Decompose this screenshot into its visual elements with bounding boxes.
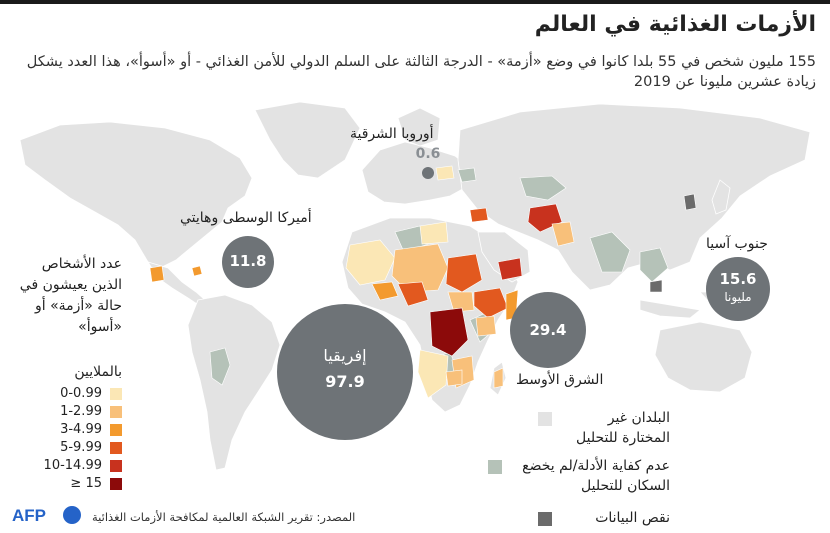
legend-bin-2: 1-2.99 [12, 404, 122, 420]
legend-insufficient: عدم كفاية الأدلة/لم يخضع السكان للتحليل [488, 456, 670, 496]
ethiopia [473, 287, 509, 319]
indonesia-land [639, 299, 701, 319]
angola-zambia [417, 349, 449, 399]
north-korea-area [683, 193, 697, 211]
top-rule [0, 0, 830, 4]
value-eastern-europe: 0.6 [415, 146, 441, 162]
yemen [497, 257, 523, 281]
south-america-land [187, 294, 281, 471]
legend-swatch [110, 424, 122, 436]
label-africa: إفريقيا [323, 346, 367, 365]
legend-swatch [110, 388, 122, 400]
bubble-africa [277, 304, 413, 440]
value-middle-east: 29.4 [529, 321, 567, 339]
sudan [445, 253, 483, 293]
map-subtitle: 155 مليون شخص في 55 بلدا كانوا في وضع «أ… [26, 54, 816, 90]
legend-title: عدد الأشخاص الذين يعيشون في حالة «أزمة» … [19, 256, 122, 335]
legend-bin-label: 3-4.99 [60, 422, 102, 437]
guatemala-honduras [149, 265, 165, 283]
legend-not-selected-swatch [538, 412, 552, 426]
bubble-south-asia [706, 257, 770, 321]
source-note: المصدر: تقرير الشبكة العالمية لمكافحة ال… [92, 510, 356, 524]
nigeria [397, 281, 429, 307]
ukraine [435, 165, 455, 181]
value-central-america: 11.8 [229, 252, 267, 270]
scandinavia-land [397, 107, 441, 147]
burkina [371, 281, 399, 301]
legend-swatch [110, 406, 122, 418]
japan-land [711, 179, 731, 215]
indochina-area [639, 247, 669, 283]
legend-not-selected: البلدان غير المختارة للتحليل [538, 408, 670, 448]
brazil-area [209, 347, 231, 386]
laos-area [649, 279, 663, 293]
legend-bin-3: 3-4.99 [12, 422, 122, 438]
legend-bin-4: 5-9.99 [12, 440, 122, 456]
legend-not-selected-label: البلدان غير المختارة للتحليل [576, 410, 670, 446]
madagascar-crisis [493, 367, 504, 389]
legend-bin-label: ≥ 15 [70, 476, 102, 491]
legend-no-data: نقص البيانات [538, 508, 670, 528]
legend-bin-5: 10-14.99 [12, 458, 122, 474]
mauritania-mali [345, 239, 396, 286]
kenya [475, 315, 497, 337]
legend-bin-label: 5-9.99 [60, 440, 102, 455]
map-title: الأزمات الغذائية في العالم [534, 12, 816, 37]
central-asia-area [519, 175, 567, 201]
drc [429, 307, 469, 357]
north-africa-area [394, 225, 429, 253]
north-america-land [19, 121, 253, 269]
niger-chad [391, 243, 449, 293]
south-sudan [447, 291, 475, 313]
label-south-asia: جنوب آسيا [706, 236, 768, 252]
legend-unit: بالملايين [74, 364, 122, 380]
haiti [191, 265, 203, 277]
legend-swatch [110, 460, 122, 472]
value-africa: 97.9 [325, 372, 365, 391]
india-area [589, 231, 631, 273]
legend-swatch [110, 442, 122, 454]
value-south-asia: 15.6 [719, 270, 757, 288]
label-middle-east: الشرق الأوسط [516, 372, 604, 388]
bubble-eastern-europe [422, 167, 434, 179]
crisis-countries [149, 165, 575, 399]
bubble-central-america [222, 236, 274, 288]
afp-logo: AFP [12, 506, 81, 525]
legend-insufficient-swatch [488, 460, 502, 474]
bubble-middle-east [510, 292, 586, 368]
legend-swatch [110, 478, 122, 490]
label-eastern-europe: أوروبا الشرقية [350, 126, 434, 142]
caucasus-area [457, 167, 477, 183]
legend-bin-1: 0-0.99 [12, 386, 122, 402]
australia-land [654, 321, 753, 393]
greenland-land [254, 101, 361, 179]
region-bubbles [222, 167, 770, 440]
svg-text:AFP: AFP [12, 506, 46, 525]
zimbabwe [445, 369, 463, 387]
libya [419, 221, 449, 245]
legend-no-data-swatch [538, 512, 552, 526]
legend-insufficient-label: عدم كفاية الأدلة/لم يخضع السكان للتحليل [522, 458, 670, 494]
legend-no-data-label: نقص البيانات [595, 510, 670, 526]
legend-bin-label: 0-0.99 [60, 386, 102, 401]
syria [469, 207, 489, 223]
legend-bin-label: 10-14.99 [43, 458, 102, 473]
legend-bin-label: 1-2.99 [60, 404, 102, 419]
unit-south-asia: مليونا [724, 290, 752, 304]
pakistan [551, 221, 575, 247]
legend-bin-6: ≥ 15 [12, 476, 122, 492]
label-central-america: أميركا الوسطى وهايتي [180, 210, 312, 226]
